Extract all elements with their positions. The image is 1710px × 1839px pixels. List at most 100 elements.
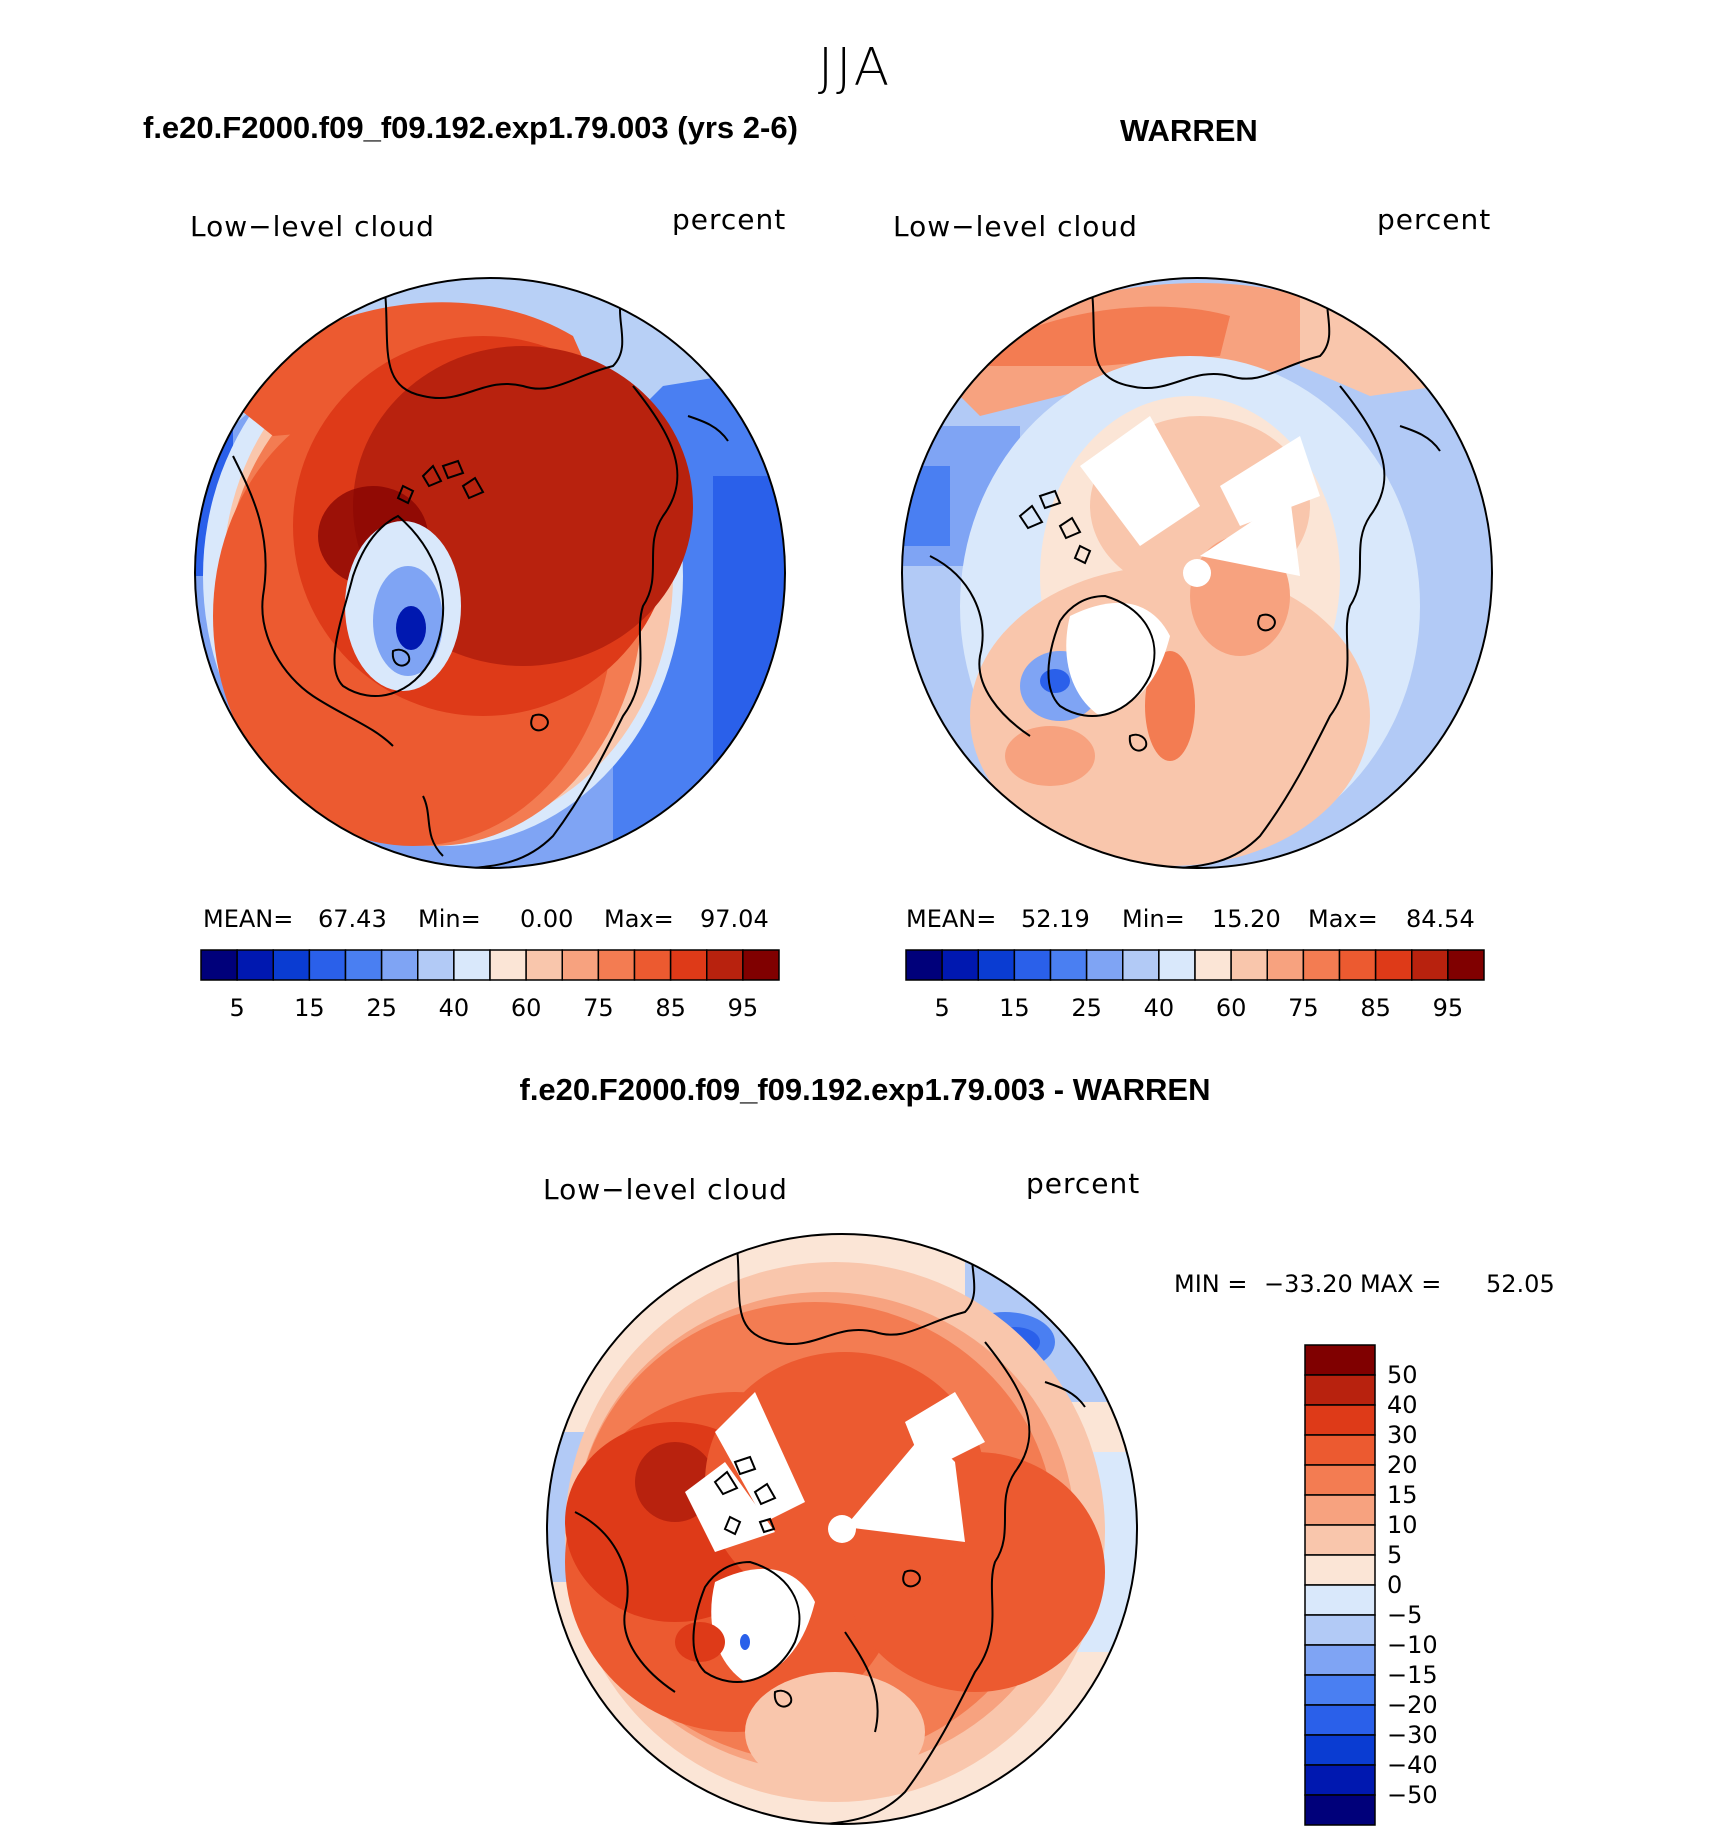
colorbar-tick: 5 [229, 994, 245, 1022]
colorbar-swatch [706, 949, 744, 981]
panel1-max-value: 97.04 [700, 905, 769, 933]
season-title: JJA [817, 38, 893, 98]
panel1-mean-value: 67.43 [318, 905, 387, 933]
panel1-mean-label: MEAN= [203, 905, 294, 933]
colorbar-swatch [1304, 1644, 1376, 1676]
colorbar-tick: 85 [1360, 994, 1391, 1022]
colorbar-swatch [1304, 1794, 1376, 1826]
colorbar-tick: −50 [1387, 1781, 1438, 1809]
panel1-variable-label: Low−level cloud [190, 210, 435, 243]
colorbar-swatch [1304, 1464, 1376, 1496]
colorbar-tick: 85 [655, 994, 686, 1022]
colorbar-swatch [1085, 949, 1124, 981]
colorbar-swatch [1194, 949, 1232, 981]
panel1-max-label: Max= [604, 905, 674, 933]
colorbar-tick: 60 [1215, 994, 1247, 1022]
colorbar-swatch [1304, 1374, 1376, 1406]
colorbar-swatch [1304, 1764, 1376, 1796]
colorbar-swatch [1266, 949, 1305, 981]
colorbar-swatch [1013, 949, 1052, 981]
colorbar-swatch [1304, 1704, 1376, 1736]
colorbar-swatch [561, 949, 600, 981]
colorbar-swatch [417, 949, 455, 981]
colorbar-tick: 5 [934, 994, 950, 1022]
colorbar-swatch [941, 949, 979, 981]
colorbar-swatch [1304, 1344, 1376, 1376]
panel1-units-label: percent [672, 203, 787, 236]
panel2-variable-label: Low−level cloud [893, 210, 1138, 243]
panel2-mean-value: 52.19 [1021, 905, 1090, 933]
colorbar-tick: 40 [438, 994, 470, 1022]
panel2-min-value: 15.20 [1212, 905, 1281, 933]
panel1-min-value: 0.00 [520, 905, 574, 933]
colorbar-tick: 95 [727, 994, 759, 1022]
colorbar-tick: 40 [1143, 994, 1175, 1022]
colorbar-swatch [1304, 1434, 1376, 1466]
colorbar-swatch [1304, 1584, 1376, 1616]
colorbar-tick: 75 [583, 994, 614, 1022]
panel2-units-label: percent [1377, 203, 1492, 236]
colorbar-tick: −5 [1387, 1601, 1423, 1629]
colorbar-swatch [905, 949, 943, 981]
colorbar-swatch [633, 949, 672, 981]
panel2-max-value: 84.54 [1406, 905, 1475, 933]
colorbar-swatch [669, 949, 708, 981]
panel1-colorbar [200, 949, 780, 981]
colorbar-tick: 15 [999, 994, 1030, 1022]
colorbar-tick: −10 [1387, 1631, 1438, 1659]
colorbar-tick: −30 [1387, 1721, 1438, 1749]
colorbar-tick: 50 [1387, 1361, 1418, 1389]
colorbar-tick: −20 [1387, 1691, 1438, 1719]
colorbar-swatch [742, 949, 780, 981]
panel2-case-title: WARREN [1120, 113, 1258, 148]
colorbar-swatch [308, 949, 347, 981]
colorbar-swatch [489, 949, 527, 981]
colorbar-swatch [1447, 949, 1485, 981]
colorbar-swatch [1049, 949, 1088, 981]
colorbar-swatch [1302, 949, 1341, 981]
colorbar-tick: −40 [1387, 1751, 1438, 1779]
colorbar-tick: 20 [1387, 1451, 1418, 1479]
colorbar-tick: 30 [1387, 1421, 1418, 1449]
panel2-colorbar [905, 949, 1485, 981]
colorbar-swatch [1304, 1404, 1376, 1436]
colorbar-swatch [1230, 949, 1268, 981]
colorbar-tick: 15 [294, 994, 325, 1022]
colorbar-tick: 95 [1432, 994, 1464, 1022]
diff-max-value: 52.05 [1486, 1270, 1555, 1298]
panel2-max-label: Max= [1308, 905, 1378, 933]
colorbar-tick: 5 [1387, 1541, 1403, 1569]
colorbar-swatch [1338, 949, 1377, 981]
colorbar-swatch [977, 949, 1016, 981]
diff-variable-label: Low−level cloud [543, 1173, 788, 1206]
colorbar-swatch [525, 949, 563, 981]
panel2-polar-map [901, 277, 1493, 869]
colorbar-tick: 75 [1288, 994, 1319, 1022]
colorbar-swatch [597, 949, 636, 981]
colorbar-swatch [453, 949, 491, 981]
diff-max-label: MAX = [1360, 1270, 1442, 1298]
colorbar-tick: 25 [366, 994, 397, 1022]
colorbar-swatch [1158, 949, 1196, 981]
colorbar-swatch [1304, 1554, 1376, 1586]
colorbar-swatch [272, 949, 311, 981]
colorbar-tick: 10 [1387, 1511, 1418, 1539]
colorbar-swatch [1304, 1494, 1376, 1526]
colorbar-swatch [1304, 1734, 1376, 1766]
colorbar-swatch [1411, 949, 1449, 981]
diff-colorbar [1304, 1344, 1376, 1826]
colorbar-tick: 60 [510, 994, 542, 1022]
panel2-mean-label: MEAN= [906, 905, 997, 933]
colorbar-tick: 25 [1071, 994, 1102, 1022]
panel1-polar-map [194, 277, 786, 869]
diff-title: f.e20.F2000.f09_f09.192.exp1.79.003 - WA… [519, 1072, 1211, 1107]
colorbar-swatch [236, 949, 274, 981]
panel1-min-label: Min= [418, 905, 481, 933]
colorbar-swatch [344, 949, 383, 981]
colorbar-tick: 15 [1387, 1481, 1418, 1509]
colorbar-tick: 0 [1387, 1571, 1403, 1599]
diff-units-label: percent [1026, 1167, 1141, 1200]
colorbar-swatch [200, 949, 238, 981]
panel1-case-title: f.e20.F2000.f09_f09.192.exp1.79.003 (yrs… [143, 110, 798, 145]
diff-polar-map [546, 1233, 1138, 1825]
